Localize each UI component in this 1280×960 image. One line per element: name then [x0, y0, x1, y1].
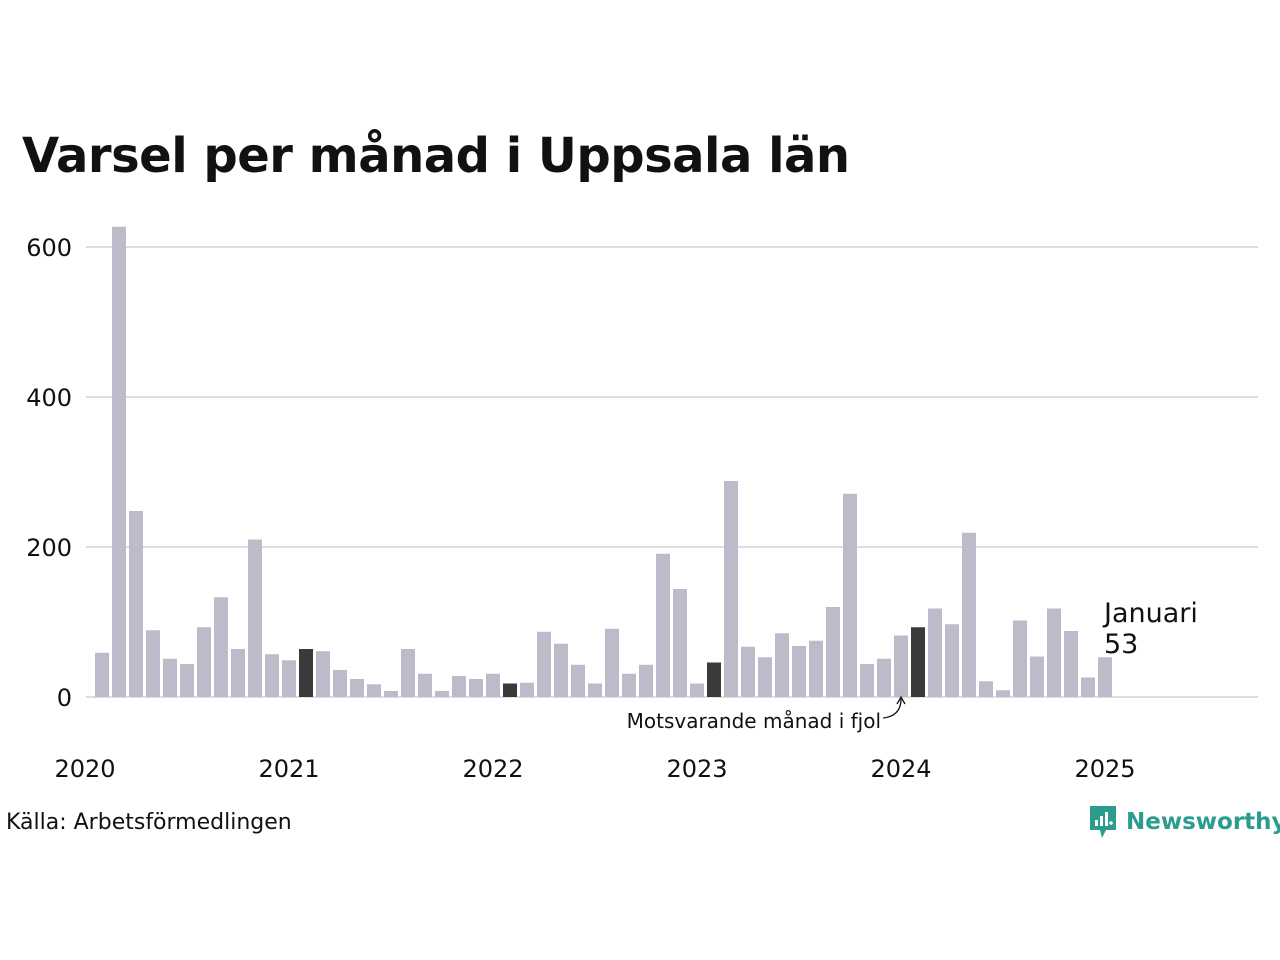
- bar: [962, 532, 976, 697]
- y-tick-label: 600: [26, 234, 72, 262]
- current-month-label: Januari: [1102, 598, 1198, 629]
- bar: [1098, 657, 1112, 697]
- bar: [95, 652, 109, 697]
- bar: [180, 664, 194, 697]
- bar: [843, 493, 857, 697]
- x-tick-label: 2025: [1074, 755, 1135, 783]
- y-tick-label: 0: [57, 684, 72, 712]
- bar: [129, 511, 143, 697]
- same-month-label: Motsvarande månad i fjol: [627, 709, 881, 733]
- bar: [214, 597, 228, 697]
- bar: [758, 657, 772, 697]
- gridlines: [86, 246, 1258, 698]
- bar: [231, 649, 245, 697]
- x-tick-label: 2022: [462, 755, 523, 783]
- x-tick-label: 2021: [258, 755, 319, 783]
- newsworthy-logo-icon: [1090, 806, 1116, 838]
- bars: [95, 226, 1112, 697]
- bar: [248, 539, 262, 697]
- bar: [197, 627, 211, 697]
- bar: [860, 664, 874, 697]
- bar: [1030, 656, 1044, 697]
- bar-same-month-last-year: [911, 627, 925, 697]
- bar: [826, 607, 840, 697]
- bar: [945, 624, 959, 697]
- bar-same-month-last-year: [707, 662, 721, 697]
- bar: [809, 640, 823, 697]
- chart-title: Varsel per månad i Uppsala län: [22, 128, 850, 184]
- bar: [401, 649, 415, 697]
- bar: [333, 670, 347, 697]
- y-tick-label: 200: [26, 534, 72, 562]
- bar: [282, 660, 296, 697]
- current-value-label: 53: [1104, 629, 1138, 660]
- bar: [605, 628, 619, 697]
- bar: [571, 664, 585, 697]
- same-month-arrow: [882, 698, 902, 719]
- bar: [265, 654, 279, 697]
- annotations: Januari 53 Motsvarande månad i fjol: [627, 598, 1198, 733]
- x-tick-label: 2020: [54, 755, 115, 783]
- bar: [367, 684, 381, 697]
- bar: [673, 589, 687, 697]
- bar: [1081, 677, 1095, 697]
- bar: [928, 608, 942, 697]
- bar: [1013, 620, 1027, 697]
- bar: [1064, 631, 1078, 697]
- bar: [877, 658, 891, 697]
- x-tick-label: 2024: [870, 755, 931, 783]
- bar: [435, 691, 449, 697]
- bar: [469, 679, 483, 697]
- bar-same-month-last-year: [503, 683, 517, 697]
- bar: [741, 646, 755, 697]
- bar: [350, 679, 364, 697]
- source-label: Källa: Arbetsförmedlingen: [6, 810, 292, 835]
- x-axis-ticks: 2020 2021 2022 2023 2024 2025: [54, 755, 1135, 783]
- bar-same-month-last-year: [299, 649, 313, 697]
- bar: [520, 682, 534, 697]
- brand-name: Newsworthy: [1126, 809, 1280, 835]
- bar: [996, 690, 1010, 697]
- bar: [418, 673, 432, 697]
- bar: [979, 681, 993, 697]
- bar: [384, 691, 398, 697]
- bar: [486, 673, 500, 697]
- bar: [690, 683, 704, 697]
- x-tick-label: 2023: [666, 755, 727, 783]
- bar: [588, 683, 602, 697]
- bar: [112, 226, 126, 697]
- bar: [554, 643, 568, 697]
- bar: [639, 664, 653, 697]
- bar: [316, 651, 330, 697]
- bar: [1047, 608, 1061, 697]
- bar: [792, 646, 806, 697]
- bar: [656, 553, 670, 697]
- same-month-arrowhead: [896, 695, 906, 705]
- brand-logo: Newsworthy: [1088, 804, 1280, 840]
- bar: [894, 635, 908, 697]
- bar-chart: 0 200 400 600 2020 2021 2022 2023 2024 2025 Janu…: [26, 226, 1258, 783]
- y-tick-label: 400: [26, 384, 72, 412]
- y-axis-ticks: 0 200 400 600: [26, 234, 72, 712]
- bar: [452, 676, 466, 697]
- bar: [537, 631, 551, 697]
- bar: [724, 481, 738, 697]
- bar: [775, 633, 789, 697]
- bar: [163, 658, 177, 697]
- bar: [622, 673, 636, 697]
- bar: [146, 630, 160, 697]
